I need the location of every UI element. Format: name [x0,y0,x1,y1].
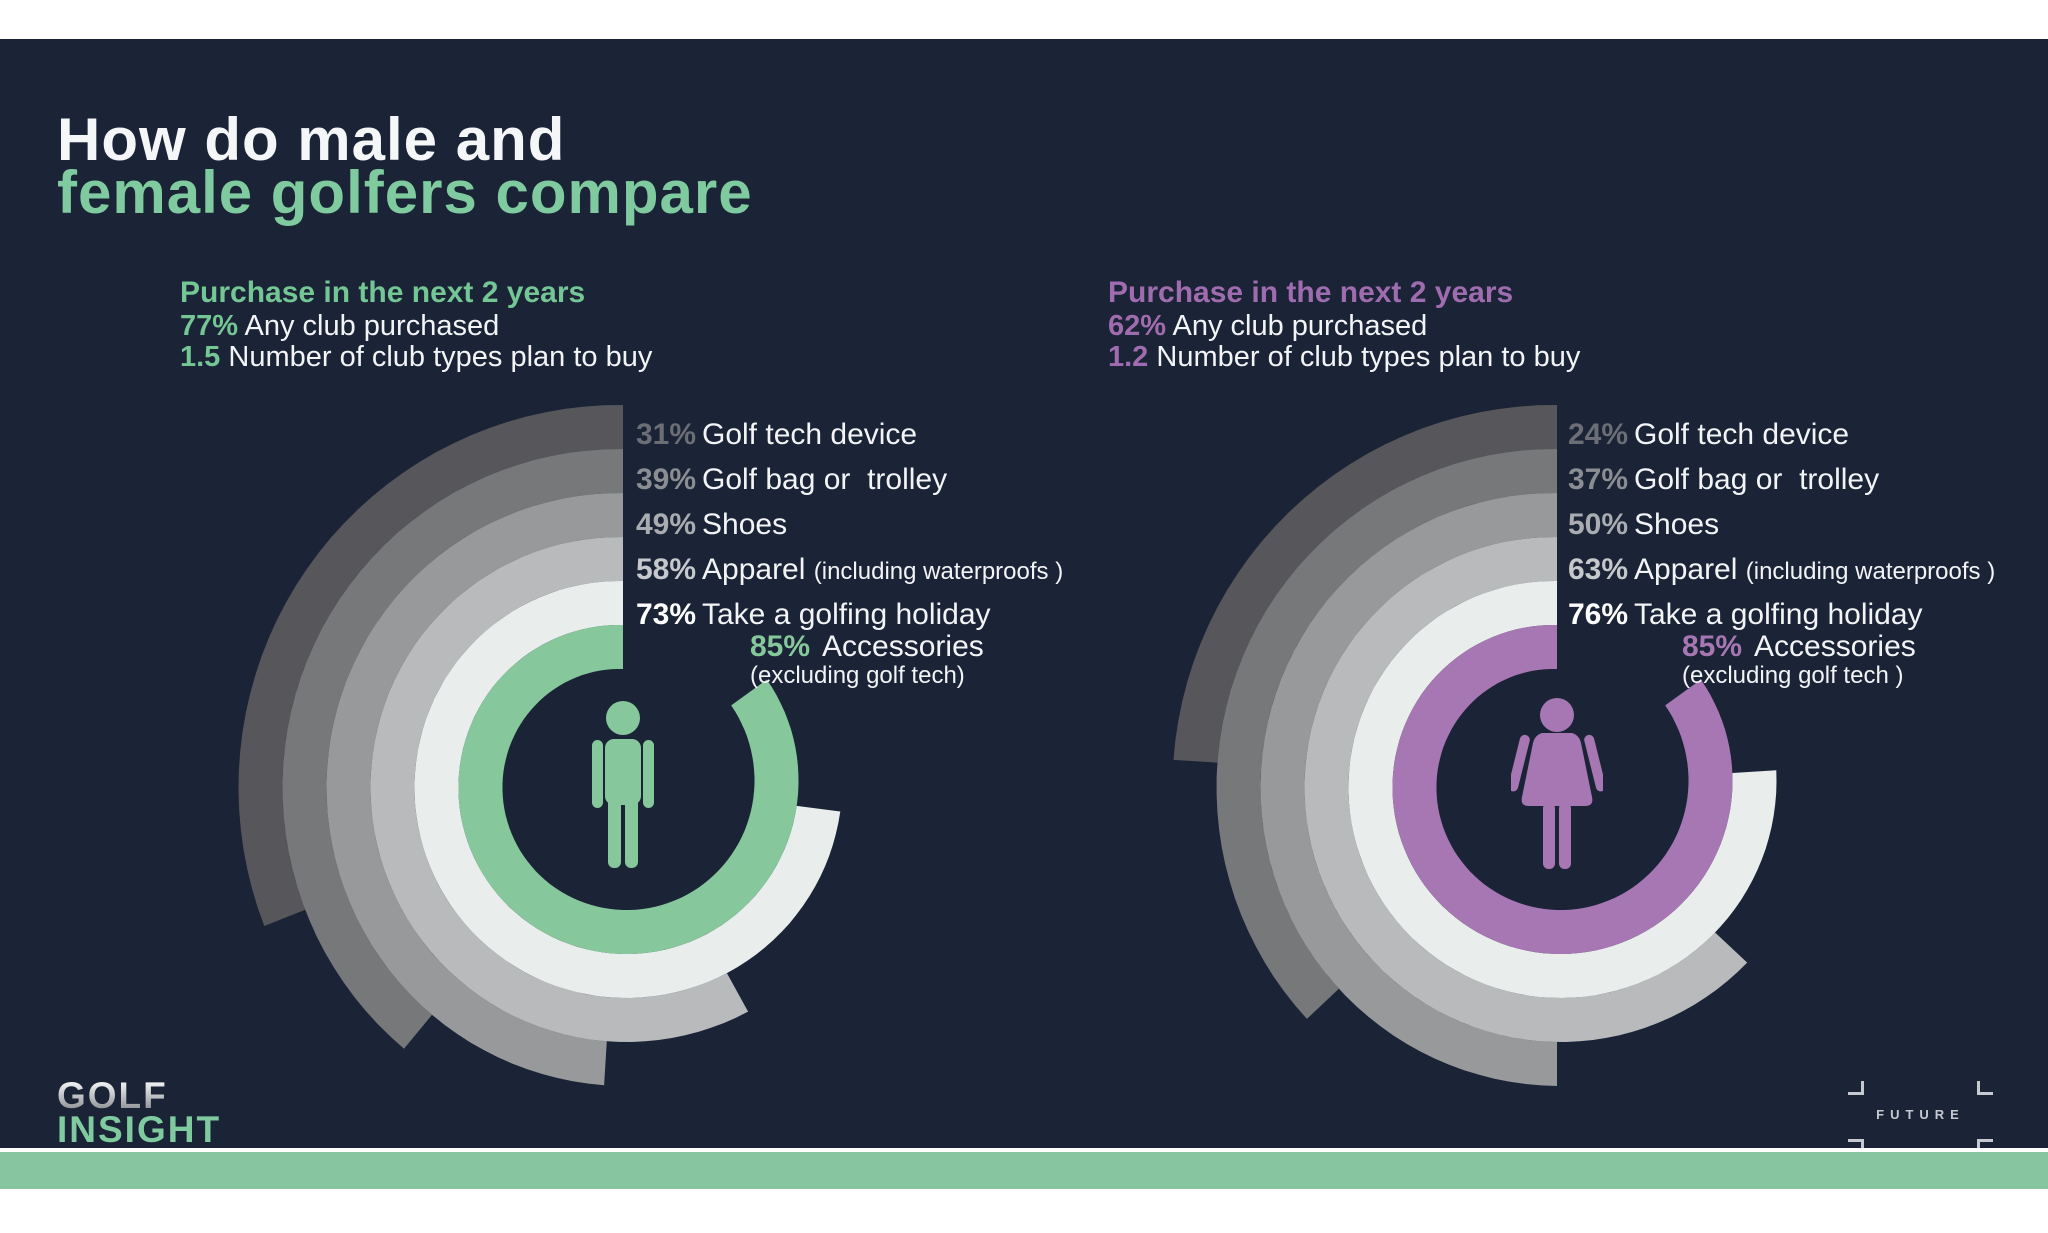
male-label-holiday: 73% Take a golfing holiday [636,598,1063,643]
crop-mark-bottom-left-icon [1848,1139,1864,1153]
crop-mark-bottom-right-icon [1977,1139,1993,1153]
male-pct-shoes: 49% [636,508,697,541]
male-pct-golf-bag: 39% [636,463,697,496]
female-label-apparel: 63% Apparel (including waterproofs ) [1568,553,1995,598]
female-pct-shoes: 50% [1568,508,1629,541]
female-pct-golf-tech: 24% [1568,418,1629,451]
female-stats-heading: Purchase in the next 2 years [1108,276,1514,309]
female-label-accessories: 85% Accessories [1682,630,1916,664]
female-pct-holiday: 76% [1568,598,1629,631]
golf-insight-logo-line2: INSIGHT [57,1109,222,1150]
female-label-holiday: 76% Take a golfing holiday [1568,598,1995,643]
male-ring-labels: 31% Golf tech device 39% Golf bag or troll… [636,418,1063,643]
male-label-text: Golf tech device [702,418,918,451]
male-rings-chart [238,405,841,1086]
female-label-text: Take a golfing holiday [1634,598,1923,631]
male-stats-block: Purchase in the next 2 years 77% Any clu… [180,277,652,373]
female-stat-1-label: Any club purchased [1166,310,1428,342]
male-ring-58pct [370,537,749,1042]
male-accessories-text: Accessories [822,630,984,663]
female-label-shoes: 50% Shoes [1568,508,1995,553]
female-ring-50pct [1260,493,1557,1086]
male-pct-holiday: 73% [636,598,697,631]
female-accessories-note: (excluding golf tech ) [1682,662,1904,689]
female-ring-63pct [1304,537,1748,1042]
title-line-1: How do male and [57,106,566,173]
male-stat-1-value: 77% [180,310,239,342]
female-stat-1-value: 62% [1108,310,1167,342]
female-label-golf-bag: 37% Golf bag or trolley [1568,463,1995,508]
male-stat-2-value: 1.5 [180,341,221,373]
male-label-text: Shoes [702,508,788,541]
female-label-golf-tech: 24% Golf tech device [1568,418,1995,463]
female-pct-apparel: 63% [1568,553,1629,586]
male-accessories-note: (excluding golf tech) [750,662,965,689]
female-stat-2-label: Number of club types plan to buy [1148,341,1581,373]
male-label-text: Apparel [702,553,814,586]
male-ring-49pct [326,493,623,1086]
crop-mark-top-left-icon [1848,1081,1864,1095]
crop-mark-top-right-icon [1977,1081,1993,1095]
male-label-text: Golf bag or trolley [702,463,948,496]
future-logo-text: FUTURE [1876,1107,1965,1122]
male-apparel-note: (including waterproofs ) [813,558,1064,585]
male-pct-apparel: 58% [636,553,697,586]
female-stat-row-2: 1.2 Number of club types plan to buy [1108,342,1580,373]
future-logo: FUTURE [1848,1081,1993,1153]
male-ring-31pct [238,405,623,926]
male-ring-39pct [282,449,623,1049]
main-panel: How do male and female golfers compare P… [0,39,2048,1153]
male-pct-accessories: 85% [750,630,811,663]
female-label-text: Apparel [1634,553,1746,586]
female-label-text: Shoes [1634,508,1720,541]
female-accessories-text: Accessories [1754,630,1916,663]
female-apparel-note: (including waterproofs ) [1745,558,1996,585]
female-ring-37pct [1216,449,1557,1019]
female-stat-row-1: 62% Any club purchased [1108,311,1580,342]
female-stat-2-value: 1.2 [1108,341,1149,373]
female-ring-labels: 24% Golf tech device 37% Golf bag or troll… [1568,418,1995,643]
male-stat-2-label: Number of club types plan to buy [220,341,653,373]
male-stats-heading: Purchase in the next 2 years [180,276,586,309]
female-label-text: Golf tech device [1634,418,1850,451]
female-stats-block: Purchase in the next 2 years 62% Any clu… [1108,277,1580,373]
male-label-golf-bag: 39% Golf bag or trolley [636,463,1063,508]
page-title: How do male and female golfers compare [57,106,753,226]
golf-insight-logo-line1: GOLF [57,1077,221,1114]
male-stat-1-label: Any club purchased [238,310,500,342]
female-label-text: Golf bag or trolley [1634,463,1880,496]
male-label-accessories: 85% Accessories [750,630,984,664]
golf-insight-logo: GOLF INSIGHT [57,1077,222,1150]
male-label-text: Take a golfing holiday [702,598,991,631]
female-ring-24pct [1173,405,1557,763]
male-label-apparel: 58% Apparel (including waterproofs ) [636,553,1063,598]
title-line-2: female golfers compare [57,159,753,226]
female-pct-accessories: 85% [1682,630,1743,663]
male-label-golf-tech: 31% Golf tech device [636,418,1063,463]
footer-green-bar [0,1152,2048,1189]
male-figure-icon [585,699,661,874]
female-rings-chart [1173,405,1777,1086]
female-pct-golf-bag: 37% [1568,463,1629,496]
male-label-shoes: 49% Shoes [636,508,1063,553]
footer-divider [0,1148,2048,1152]
male-stat-row-1: 77% Any club purchased [180,311,652,342]
female-figure-icon [1508,697,1606,874]
male-stat-row-2: 1.5 Number of club types plan to buy [180,342,652,373]
male-pct-golf-tech: 31% [636,418,697,451]
